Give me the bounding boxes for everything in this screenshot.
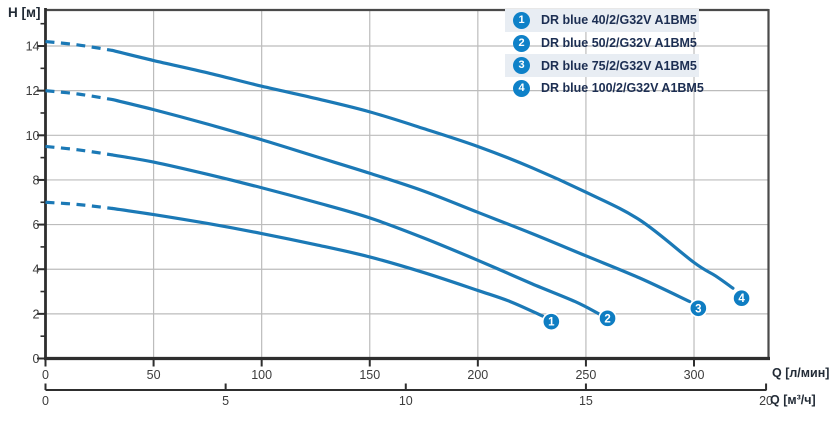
- svg-text:3: 3: [695, 303, 701, 315]
- legend-label: DR blue 100/2/G32V A1BM5: [541, 81, 704, 96]
- curve-4: 4: [45, 39, 751, 308]
- legend-item-2: 2 DR blue 50/2/G32V A1BM5: [505, 32, 699, 55]
- svg-text:200: 200: [467, 368, 488, 382]
- x-axis-primary-title: Q [л/мин]: [772, 366, 830, 380]
- x-axis-primary-ticks: 0 50 100 150 200 250 300: [42, 359, 705, 382]
- svg-text:2: 2: [604, 313, 610, 325]
- curve-3: 3: [45, 89, 708, 318]
- svg-text:300: 300: [684, 368, 705, 382]
- svg-text:6: 6: [33, 218, 40, 232]
- legend-item-3: 3 DR blue 75/2/G32V A1BM5: [505, 54, 699, 78]
- svg-text:8: 8: [33, 173, 40, 187]
- svg-text:10: 10: [26, 129, 40, 143]
- svg-text:1: 1: [548, 317, 555, 329]
- legend-marker-2: 2: [513, 34, 530, 52]
- legend: 1 DR blue 40/2/G32V A1BM5 2 DR blue 50/2/G3…: [505, 9, 704, 100]
- svg-text:0: 0: [42, 368, 49, 382]
- curve-end-marker-4: 4: [732, 288, 751, 308]
- svg-text:15: 15: [579, 394, 593, 408]
- svg-text:12: 12: [26, 84, 40, 98]
- svg-text:14: 14: [26, 40, 40, 54]
- svg-text:100: 100: [251, 368, 272, 382]
- legend-marker-1: 1: [513, 11, 530, 29]
- legend-marker-4: 4: [513, 79, 530, 97]
- x-axis-secondary-title: Q [м³/ч]: [770, 393, 816, 407]
- y-axis-ticks: 0 2 4 6 8 10 12 14: [26, 22, 46, 366]
- svg-text:10: 10: [399, 394, 413, 408]
- x-axis-secondary: 0 5 10 15 20: [42, 383, 773, 408]
- curve-end-marker-3: 3: [688, 298, 708, 318]
- svg-text:0: 0: [33, 352, 40, 366]
- svg-text:20: 20: [759, 394, 773, 408]
- curve-end-marker-2: 2: [598, 308, 617, 328]
- legend-label: DR blue 40/2/G32V A1BM5: [541, 13, 697, 28]
- svg-text:5: 5: [222, 394, 229, 408]
- svg-text:250: 250: [575, 368, 596, 382]
- svg-text:0: 0: [42, 394, 49, 408]
- legend-item-1: 1 DR blue 40/2/G32V A1BM5: [505, 9, 699, 32]
- legend-label: DR blue 75/2/G32V A1BM5: [541, 58, 697, 73]
- svg-text:50: 50: [147, 368, 161, 382]
- svg-text:2: 2: [33, 307, 40, 321]
- legend-label: DR blue 50/2/G32V A1BM5: [541, 36, 697, 51]
- svg-text:4: 4: [33, 263, 40, 277]
- svg-text:4: 4: [738, 293, 745, 305]
- curve-1: 1: [45, 200, 561, 332]
- svg-text:150: 150: [359, 368, 380, 382]
- legend-item-4: 4 DR blue 100/2/G32V A1BM5: [505, 77, 704, 100]
- legend-marker-3: 3: [513, 57, 530, 75]
- curve-end-marker-1: 1: [541, 312, 561, 332]
- y-axis-title: H [м]: [8, 5, 41, 20]
- curve-2: 2: [45, 144, 617, 328]
